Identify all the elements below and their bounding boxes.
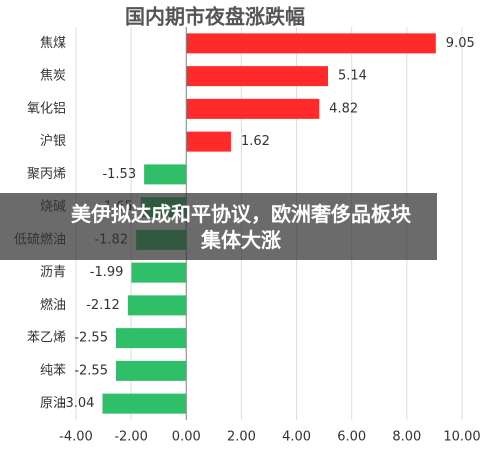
- x-tick-label: -4.00: [59, 430, 93, 445]
- value-label: -3.04: [61, 396, 95, 411]
- y-tick-label: 焦炭: [40, 69, 66, 84]
- y-tick-label: 苯乙烯: [27, 331, 66, 346]
- x-tick-label: 8.00: [392, 430, 421, 445]
- bar: [186, 33, 436, 54]
- y-tick-label: 沪银: [40, 133, 66, 149]
- x-tick-label: 4.00: [282, 430, 311, 445]
- value-label: -2.55: [74, 331, 108, 346]
- bar: [102, 393, 187, 414]
- x-tick-label: 10.00: [443, 430, 480, 445]
- bar: [127, 295, 187, 316]
- chart-title: 国内期市夜盘涨跌幅: [125, 5, 305, 29]
- x-tick-label: 0.00: [172, 430, 201, 445]
- value-label: -2.12: [86, 298, 120, 313]
- banner-text: 美伊拟达成和平协议，欧洲奢侈品板块集体大涨: [71, 202, 411, 252]
- y-tick-label: 原油: [40, 396, 66, 411]
- value-label: 5.14: [338, 69, 367, 84]
- value-label: 4.82: [329, 101, 358, 116]
- x-tick-label: 6.00: [337, 430, 366, 445]
- x-tick-label: 2.00: [227, 430, 256, 445]
- y-tick-label: 氧化铝: [27, 101, 66, 116]
- value-label: -1.99: [90, 265, 124, 280]
- bar: [115, 328, 187, 349]
- bar: [115, 360, 187, 381]
- y-tick-label: 燃油: [40, 297, 66, 313]
- y-tick-label: 聚丙烯: [27, 167, 66, 182]
- y-tick-label: 焦煤: [40, 36, 66, 51]
- y-tick-label: 纯苯: [40, 363, 66, 378]
- news-banner: 美伊拟达成和平协议，欧洲奢侈品板块集体大涨: [0, 193, 437, 260]
- value-label: 9.05: [446, 36, 475, 51]
- bar: [186, 131, 231, 152]
- value-label: -1.53: [102, 167, 136, 182]
- bar: [131, 262, 187, 283]
- value-label: -2.55: [74, 363, 108, 378]
- bar: [144, 164, 187, 185]
- y-tick-label: 沥青: [40, 265, 66, 280]
- x-tick-label: -2.00: [114, 430, 148, 445]
- bar: [186, 98, 320, 119]
- value-label: 1.62: [241, 134, 270, 149]
- bar: [186, 66, 329, 87]
